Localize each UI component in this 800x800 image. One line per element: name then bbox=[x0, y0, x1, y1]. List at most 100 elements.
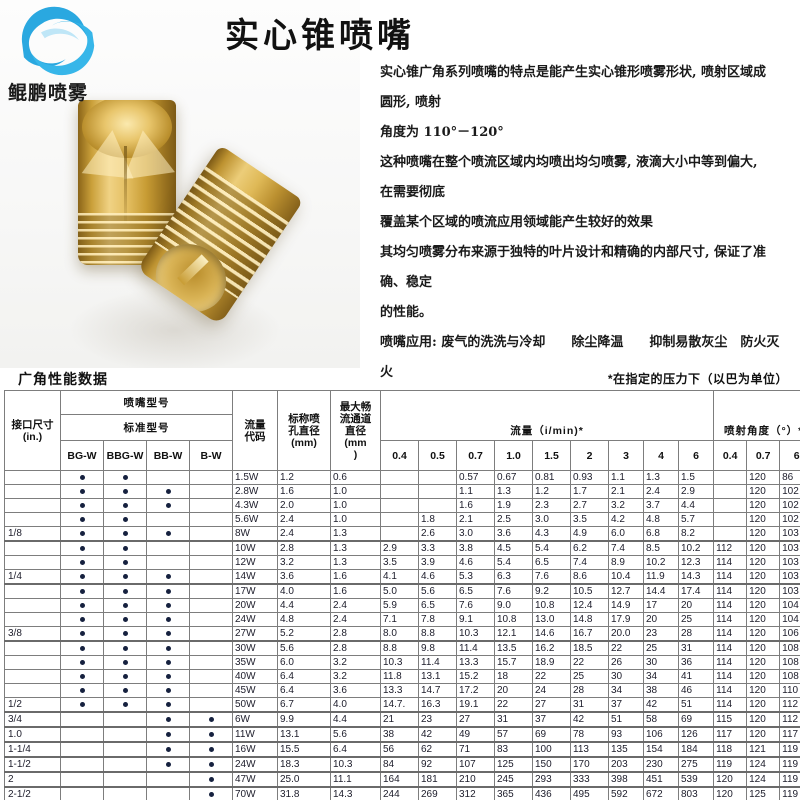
table-row[interactable]: 1.0 11W 13.1 5.6 38 42 49 57 69 78 93 106 126 117 120 1… bbox=[4, 726, 800, 743]
th-pressure-0-7: 0.7 bbox=[456, 440, 495, 471]
cell-angle-0: 114 bbox=[713, 612, 748, 627]
cell-flow-7: 23 bbox=[643, 626, 679, 642]
cell-flow-2: 49 bbox=[456, 726, 495, 743]
cell-flow-7: 38 bbox=[643, 683, 679, 698]
table-row[interactable]: 30W 5.6 2.8 8.8 9.8 11.4 13.5 16.2 18.5 22 25 31 114… bbox=[4, 640, 800, 656]
cell-flow-3: 7.6 bbox=[494, 583, 533, 599]
cell-flow-code: 10W bbox=[232, 540, 278, 556]
cell-angle-1: 120 bbox=[746, 711, 781, 728]
cell-angle-2: 110 bbox=[779, 683, 800, 698]
cell-model-bb-w bbox=[146, 756, 190, 773]
cell-model-bb-w bbox=[146, 598, 190, 613]
cell-angle-1: 120 bbox=[746, 655, 781, 670]
availability-dot-icon bbox=[79, 616, 85, 622]
cell-flow-6: 398 bbox=[608, 771, 644, 788]
cell-flow-7: 230 bbox=[643, 756, 679, 773]
table-row[interactable]: 2 47W 25.0 11.1 164 181 210 245 293 333 398 451 539 1… bbox=[4, 771, 800, 788]
cell-model-bb-w bbox=[146, 555, 190, 570]
cell-port-size: 2 bbox=[4, 771, 61, 788]
cell-model-b-w bbox=[189, 498, 233, 513]
cell-angle-1: 125 bbox=[746, 786, 781, 800]
cell-flow-code: 17W bbox=[232, 583, 278, 599]
cell-model-b-w bbox=[189, 741, 233, 758]
table-row[interactable]: 1-1/2 24W 18.3 10.3 84 92 107 125 150 170 203 230 27… bbox=[4, 756, 800, 773]
table-row[interactable]: 35W 6.0 3.2 10.3 11.4 13.3 15.7 18.9 22 26 30 36 114… bbox=[4, 655, 800, 670]
cell-model-bb-w bbox=[146, 569, 190, 585]
table-row[interactable]: 12W 3.2 1.3 3.5 3.9 4.6 5.4 6.5 7.4 8.9 10.2 12.3 11… bbox=[4, 555, 800, 570]
cell-flow-6: 30 bbox=[608, 669, 644, 684]
availability-dot-icon bbox=[122, 602, 128, 608]
th-orifice-diameter: 标称喷 孔直径 (mm) bbox=[277, 390, 331, 471]
table-row[interactable]: 10W 2.8 1.3 2.9 3.3 3.8 4.5 5.4 6.2 7.4 8.5 10.2 112… bbox=[4, 540, 800, 556]
table-row[interactable]: 2-1/2 70W 31.8 14.3 244 269 312 365 436 495 592 672… bbox=[4, 786, 800, 800]
th-port-size-l1: 接口尺寸 bbox=[11, 418, 54, 431]
cell-flow-2: 2.1 bbox=[456, 512, 495, 527]
cell-free-passage: 1.6 bbox=[330, 583, 381, 599]
cell-flow-2: 312 bbox=[456, 786, 495, 800]
table-row[interactable]: 1.5W 1.2 0.6 0.57 0.67 0.81 0.93 1.1 1.3 1.5 120 86 bbox=[4, 470, 800, 485]
th-orifice-l2: 孔直径 bbox=[288, 424, 320, 437]
table-row[interactable]: 1/4 14W 3.6 1.6 4.1 4.6 5.3 6.3 7.6 8.6 10.4 11.9 14… bbox=[4, 569, 800, 585]
cell-flow-6: 8.9 bbox=[608, 555, 644, 570]
th-orifice-l1: 标称喷 bbox=[288, 412, 320, 425]
cell-flow-code: 47W bbox=[232, 771, 278, 788]
cell-flow-3: 245 bbox=[494, 771, 533, 788]
cell-angle-0: 112 bbox=[713, 540, 748, 556]
cell-flow-6: 93 bbox=[608, 726, 644, 743]
cell-flow-0: 244 bbox=[380, 786, 419, 800]
cell-angle-0: 118 bbox=[713, 741, 748, 758]
cell-flow-2: 5.3 bbox=[456, 569, 495, 585]
cell-angle-1: 120 bbox=[746, 569, 781, 585]
cell-model-bbg-w bbox=[103, 711, 147, 728]
cell-model-bg-w bbox=[60, 669, 104, 684]
cell-flow-4: 6.5 bbox=[532, 555, 571, 570]
table-row[interactable]: 1/8 8W 2.4 1.3 2.6 3.0 3.6 4.3 4.9 6.0 6.8 8.2 120 10… bbox=[4, 526, 800, 542]
cell-model-b-w bbox=[189, 598, 233, 613]
cell-flow-2: 6.5 bbox=[456, 583, 495, 599]
availability-dot-icon bbox=[79, 516, 85, 522]
table-row[interactable]: 4.3W 2.0 1.0 1.6 1.9 2.3 2.7 3.2 3.7 4.4 120 102 bbox=[4, 498, 800, 513]
table-row[interactable]: 40W 6.4 3.2 11.8 13.1 15.2 18 22 25 30 34 41 114 120 1… bbox=[4, 669, 800, 684]
cell-model-bg-w bbox=[60, 771, 104, 788]
cell-flow-1: 92 bbox=[418, 756, 457, 773]
cell-model-bg-w bbox=[60, 726, 104, 743]
table-row[interactable]: 17W 4.0 1.6 5.0 5.6 6.5 7.6 9.2 10.5 12.7 14.4 17.4… bbox=[4, 583, 800, 599]
table-row[interactable]: 1-1/4 16W 15.5 6.4 56 62 71 83 100 113 135 154 184 11… bbox=[4, 741, 800, 758]
availability-dot-icon bbox=[122, 559, 128, 565]
hero-section: 鲲鹏喷雾 实心锥喷嘴 实心锥广角系列喷嘴的特点是能产生实心锥形喷雾形状, 喷射区… bbox=[0, 0, 800, 380]
cell-orifice-diameter: 18.3 bbox=[277, 756, 331, 773]
cell-flow-1: 1.8 bbox=[418, 512, 457, 527]
cell-angle-2: 102 bbox=[779, 498, 800, 513]
cell-flow-1 bbox=[418, 484, 457, 499]
th-port-size-l2: (in.) bbox=[22, 430, 43, 443]
availability-dot-icon bbox=[208, 716, 214, 722]
cell-orifice-diameter: 4.0 bbox=[277, 583, 331, 599]
cell-flow-1: 4.6 bbox=[418, 569, 457, 585]
cell-flow-7: 154 bbox=[643, 741, 679, 758]
th-pressure-6: 6 bbox=[677, 440, 715, 471]
cell-flow-3: 10.8 bbox=[494, 612, 533, 627]
th-model-bbg-w: BBG-W bbox=[103, 440, 147, 471]
cell-flow-8: 539 bbox=[677, 771, 715, 788]
cell-angle-2: 103 bbox=[779, 540, 800, 556]
table-row[interactable]: 1/2 50W 6.7 4.0 14.7. 16.3 19.1 22 27 31 37 42 51 114… bbox=[4, 697, 800, 713]
cell-angle-1: 120 bbox=[746, 583, 781, 599]
table-row[interactable]: 3/4 6W 9.9 4.4 21 23 27 31 37 42 51 58 69 115 120 112 bbox=[4, 711, 800, 728]
cell-flow-4: 24 bbox=[532, 683, 571, 698]
table-row[interactable]: 2.8W 1.6 1.0 1.1 1.3 1.2 1.7 2.1 2.4 2.9 120 102 bbox=[4, 484, 800, 499]
cell-flow-5: 6.2 bbox=[570, 540, 609, 556]
table-row[interactable]: 20W 4.4 2.4 5.9 6.5 7.6 9.0 10.8 12.4 14.9 17 20 114… bbox=[4, 598, 800, 613]
table-row[interactable]: 3/8 27W 5.2 2.8 8.0 8.8 10.3 12.1 14.6 16.7 20.0 23… bbox=[4, 626, 800, 642]
cell-flow-8: 8.2 bbox=[677, 526, 715, 542]
availability-dot-icon bbox=[165, 488, 171, 494]
cell-free-passage: 2.4 bbox=[330, 612, 381, 627]
cell-flow-5: 22 bbox=[570, 655, 609, 670]
cell-flow-6: 135 bbox=[608, 741, 644, 758]
performance-table-section: 广角性能数据 *在指定的压力下（以巴为单位） 接口尺寸 (in.) bbox=[0, 368, 800, 800]
table-row[interactable]: 24W 4.8 2.4 7.1 7.8 9.1 10.8 13.0 14.8 17.9 20 25 11… bbox=[4, 612, 800, 627]
cell-model-b-w bbox=[189, 583, 233, 599]
table-row[interactable]: 45W 6.4 3.6 13.3 14.7 17.2 20 24 28 34 38 46 114 120 1… bbox=[4, 683, 800, 698]
table-row[interactable]: 5.6W 2.4 1.0 1.8 2.1 2.5 3.0 3.5 4.2 4.8 5.7 120 102 bbox=[4, 512, 800, 527]
cell-flow-1: 181 bbox=[418, 771, 457, 788]
availability-dot-icon bbox=[122, 588, 128, 594]
